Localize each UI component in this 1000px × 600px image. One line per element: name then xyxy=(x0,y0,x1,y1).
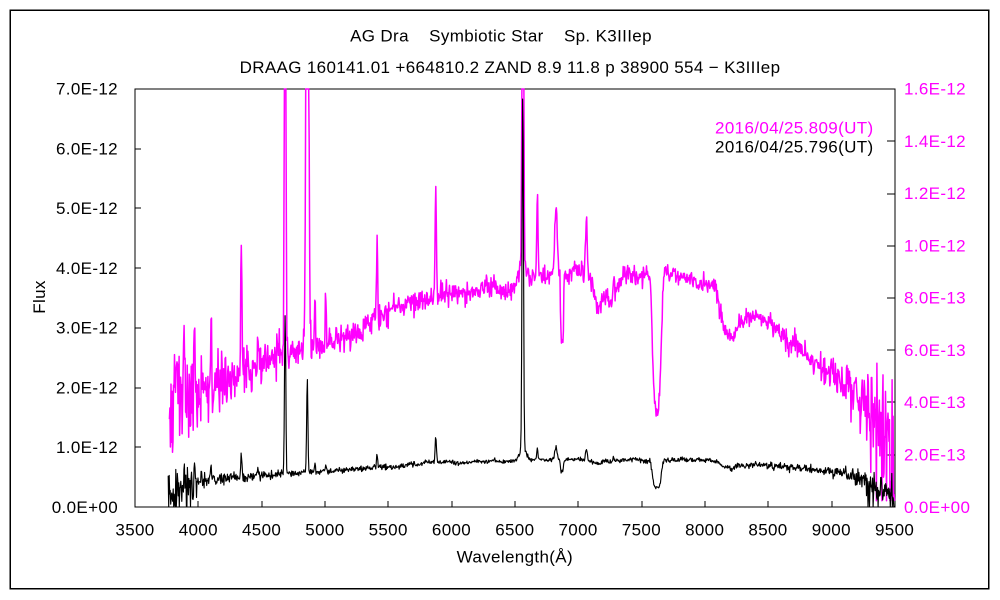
svg-text:0.0E+00: 0.0E+00 xyxy=(52,498,118,517)
svg-text:6000: 6000 xyxy=(432,521,471,540)
svg-text:4000: 4000 xyxy=(179,521,218,540)
svg-text:6.0E-13: 6.0E-13 xyxy=(904,341,966,360)
svg-text:9500: 9500 xyxy=(875,521,914,540)
svg-text:1.0E-12: 1.0E-12 xyxy=(56,438,118,457)
svg-text:2016/04/25.796(UT): 2016/04/25.796(UT) xyxy=(715,138,873,157)
svg-text:3.0E-12: 3.0E-12 xyxy=(56,319,118,338)
svg-text:4.0E-12: 4.0E-12 xyxy=(56,259,118,278)
svg-text:1.2E-12: 1.2E-12 xyxy=(904,184,966,203)
svg-text:2016/04/25.809(UT): 2016/04/25.809(UT) xyxy=(715,119,873,138)
svg-text:9000: 9000 xyxy=(812,521,851,540)
svg-text:5000: 5000 xyxy=(305,521,344,540)
svg-text:6500: 6500 xyxy=(495,521,534,540)
svg-text:7500: 7500 xyxy=(622,521,661,540)
svg-text:Flux: Flux xyxy=(30,280,49,314)
svg-text:6.0E-12: 6.0E-12 xyxy=(56,139,118,158)
svg-text:2.0E-12: 2.0E-12 xyxy=(56,378,118,397)
svg-text:8000: 8000 xyxy=(685,521,724,540)
svg-text:1.4E-12: 1.4E-12 xyxy=(904,132,966,151)
svg-text:4500: 4500 xyxy=(242,521,281,540)
svg-text:7.0E-12: 7.0E-12 xyxy=(56,80,118,99)
svg-text:1.6E-12: 1.6E-12 xyxy=(904,80,966,99)
svg-text:2.0E-13: 2.0E-13 xyxy=(904,446,966,465)
svg-text:7000: 7000 xyxy=(558,521,597,540)
svg-text:0.0E+00: 0.0E+00 xyxy=(904,498,970,517)
svg-text:4.0E-13: 4.0E-13 xyxy=(904,393,966,412)
svg-text:8500: 8500 xyxy=(748,521,787,540)
svg-text:8.0E-13: 8.0E-13 xyxy=(904,289,966,308)
svg-text:DRAAG 160141.01 +664810.2 ZAND: DRAAG 160141.01 +664810.2 ZAND 8.9 11.8 … xyxy=(240,58,781,77)
svg-text:5500: 5500 xyxy=(369,521,408,540)
svg-text:1.0E-12: 1.0E-12 xyxy=(904,236,966,255)
svg-text:5.0E-12: 5.0E-12 xyxy=(56,199,118,218)
svg-text:AG Dra Symbiotic Star Sp: AG Dra Symbiotic Star Sp. K3IIIep xyxy=(350,27,652,46)
svg-text:Wavelength(Å): Wavelength(Å) xyxy=(457,548,573,567)
svg-text:3500: 3500 xyxy=(115,521,154,540)
